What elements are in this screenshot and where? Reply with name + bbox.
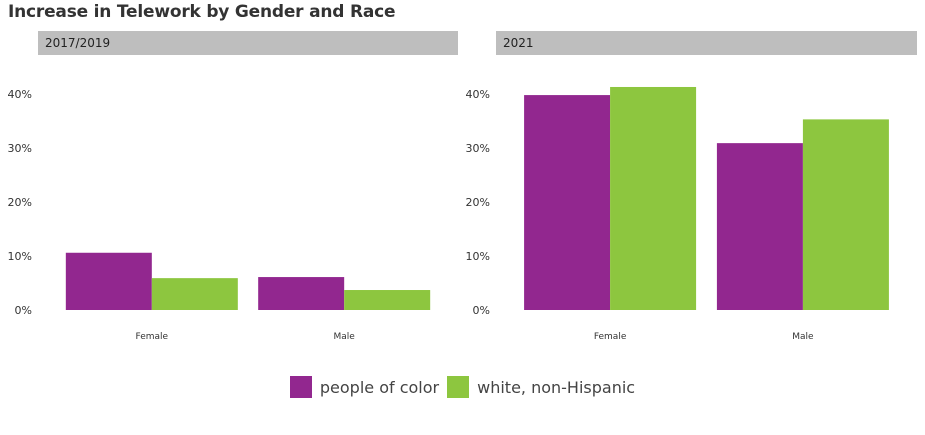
y-tick-label-2017-2019: 0%	[15, 304, 32, 317]
x-category-label-2021: Female	[594, 332, 627, 342]
legend-item-people-of-color: people of color	[289, 376, 440, 398]
y-tick-label-2021: 10%	[466, 250, 490, 263]
y-tick-label-2017-2019: 10%	[8, 250, 32, 263]
x-category-label-2021: Male	[792, 332, 814, 342]
x-category-label-2017-2019: Male	[334, 332, 356, 342]
legend-swatch-white-non-hispanic	[447, 376, 470, 398]
legend-item-white-non-hispanic: white, non-Hispanic	[447, 376, 635, 398]
faceted-bar-chart: 2017/2019 0% 10% 20% 30% 40% Female Male 2021 0% 1…	[8, 31, 917, 342]
y-tick-label-2017-2019: 30%	[8, 142, 32, 155]
bar-2021-male-people-of-color	[716, 143, 803, 310]
y-tick-label-2021: 30%	[466, 142, 490, 155]
legend: people of color white, non-Hispanic	[0, 376, 925, 398]
y-tick-label-2021: 20%	[466, 196, 490, 209]
bar-2017-2019-female-people-of-color	[65, 252, 152, 310]
y-tick-label-2021: 40%	[466, 88, 490, 101]
chart-title: Increase in Telework by Gender and Race	[8, 2, 396, 22]
y-tick-label-2017-2019: 20%	[8, 196, 32, 209]
legend-label-white-non-hispanic: white, non-Hispanic	[477, 377, 636, 397]
legend-label-people-of-color: people of color	[319, 377, 440, 397]
bar-2021-male-white-non-hispanic	[802, 119, 889, 310]
bar-2017-2019-male-people-of-color	[258, 277, 345, 310]
bar-2021-female-white-non-hispanic	[610, 86, 697, 310]
bar-2021-female-people-of-color	[524, 95, 611, 310]
panel-strip-2017-2019	[38, 31, 458, 55]
legend-swatch-people-of-color	[289, 376, 312, 398]
y-tick-label-2021: 0%	[473, 304, 490, 317]
x-category-label-2017-2019: Female	[136, 332, 169, 342]
panel-strip-2021	[496, 31, 917, 55]
bar-2017-2019-male-white-non-hispanic	[344, 290, 431, 310]
bar-2017-2019-female-white-non-hispanic	[151, 278, 238, 310]
panel-label-2021: 2021	[503, 36, 534, 50]
panel-label-2017-2019: 2017/2019	[45, 36, 110, 50]
y-tick-label-2017-2019: 40%	[8, 88, 32, 101]
